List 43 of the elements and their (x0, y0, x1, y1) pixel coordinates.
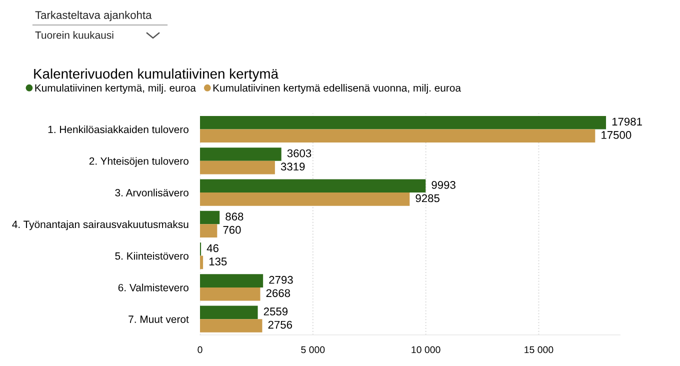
x-tick-label: 0 (198, 346, 202, 354)
bar (200, 224, 218, 238)
y-tick-label: 6. Valmistevero (118, 284, 188, 292)
y-tick-label: 2. Yhteisöjen tulovero (89, 157, 188, 167)
data-label: 2668 (266, 289, 290, 298)
bar (200, 148, 282, 161)
bar (200, 306, 258, 320)
bar (200, 319, 262, 332)
data-label: 17500 (602, 131, 632, 139)
bar (200, 287, 260, 301)
data-label: 46 (206, 244, 218, 252)
bar (200, 179, 426, 193)
data-label: 2559 (264, 308, 288, 316)
data-label: 9285 (416, 194, 440, 202)
data-label: 2756 (268, 320, 292, 329)
y-tick-label: 1. Henkilöasiakkaiden tulovero (48, 126, 188, 134)
y-tick-label: 4. Työnantajan sairausvakuutusmaksu (12, 220, 188, 230)
bar (200, 192, 410, 206)
bar (200, 256, 204, 270)
data-label: 2793 (269, 276, 293, 284)
bar (200, 210, 220, 224)
bar (200, 116, 606, 130)
y-tick-label: 3. Arvonlisävero (115, 188, 188, 196)
data-label: 17981 (612, 118, 642, 126)
text: Tarkasteltava ajankohta (35, 10, 152, 22)
legend-label: Kumulatiivinen kertymä, milj. euroa (35, 84, 196, 94)
y-tick-label: 5. Kiinteistövero (115, 252, 188, 260)
data-label: 3319 (280, 162, 305, 171)
x-tick-label: 15 000 (524, 346, 554, 354)
chart-title: Kalenterivuoden kumulatiivinen kertymä (34, 68, 278, 82)
bar (200, 274, 264, 288)
y-tick-label: 7. Muut verot (128, 316, 189, 323)
data-label: 868 (226, 212, 244, 221)
data-label: 9993 (432, 181, 456, 189)
text: Tuorein kuukausi (35, 31, 114, 39)
x-tick-label: 10 000 (412, 346, 440, 354)
data-label: 3603 (287, 149, 312, 158)
data-label: 760 (223, 226, 241, 234)
bar (200, 129, 596, 143)
x-tick-label: 5 000 (301, 346, 325, 354)
legend-label: Kumulatiivinen kertymä edellisenä vuonna, milj. euroa (213, 84, 461, 94)
bar (200, 160, 275, 174)
data-label: 135 (209, 258, 227, 266)
